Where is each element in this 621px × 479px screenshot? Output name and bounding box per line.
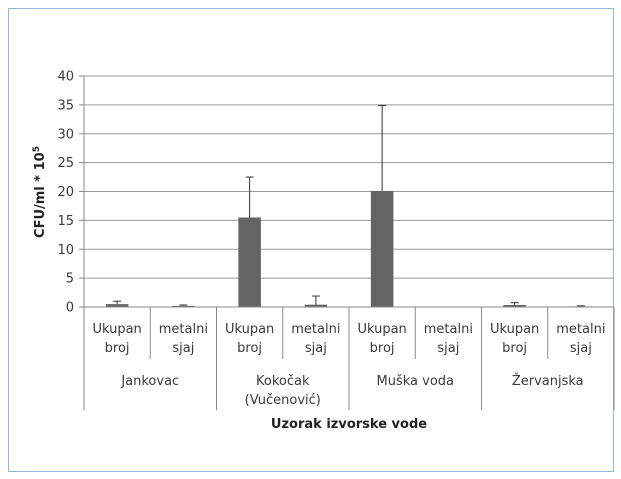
category-label: metalni [291,322,340,337]
y-tick-label: 5 [66,272,74,287]
y-axis-title: CFU/ml * 105 [32,146,48,238]
y-tick-label: 20 [57,185,74,200]
category-label: Ukupan [225,322,274,337]
category-label: sjaj [437,341,459,356]
category-label: metalni [424,322,473,337]
x-axis-title: Uzorak izvorske vode [271,417,427,432]
y-tick-label: 40 [57,70,74,85]
group-label: Jankovac [120,374,179,389]
category-label: broj [105,341,130,356]
bar [105,304,129,307]
bar [304,304,328,307]
group-label: Kokočak [256,374,310,389]
y-tick-label: 35 [57,98,74,113]
bar [503,304,526,307]
y-tick-label: 25 [57,156,74,171]
group-label: Muška voda [377,374,455,389]
category-label: Ukupan [92,322,141,337]
y-tick-label: 30 [57,127,74,142]
y-tick-label: 0 [66,301,74,316]
category-label: sjaj [172,341,194,356]
y-tick-label: 10 [57,243,74,258]
chart-frame [8,8,614,472]
bar [370,190,394,307]
bar [172,305,195,307]
bar [238,217,261,307]
category-label: metalni [159,322,208,337]
category-label: metalni [556,322,605,337]
group-label: Žervanjska [512,373,584,389]
category-label: sjaj [305,341,327,356]
category-label: Ukupan [490,322,539,337]
category-label: broj [502,341,527,356]
group-label: (Vučenović) [245,393,321,408]
category-label: sjaj [570,341,592,356]
category-label: broj [370,341,395,356]
y-tick-label: 15 [57,214,74,229]
category-label: Ukupan [357,322,406,337]
category-label: broj [237,341,262,356]
